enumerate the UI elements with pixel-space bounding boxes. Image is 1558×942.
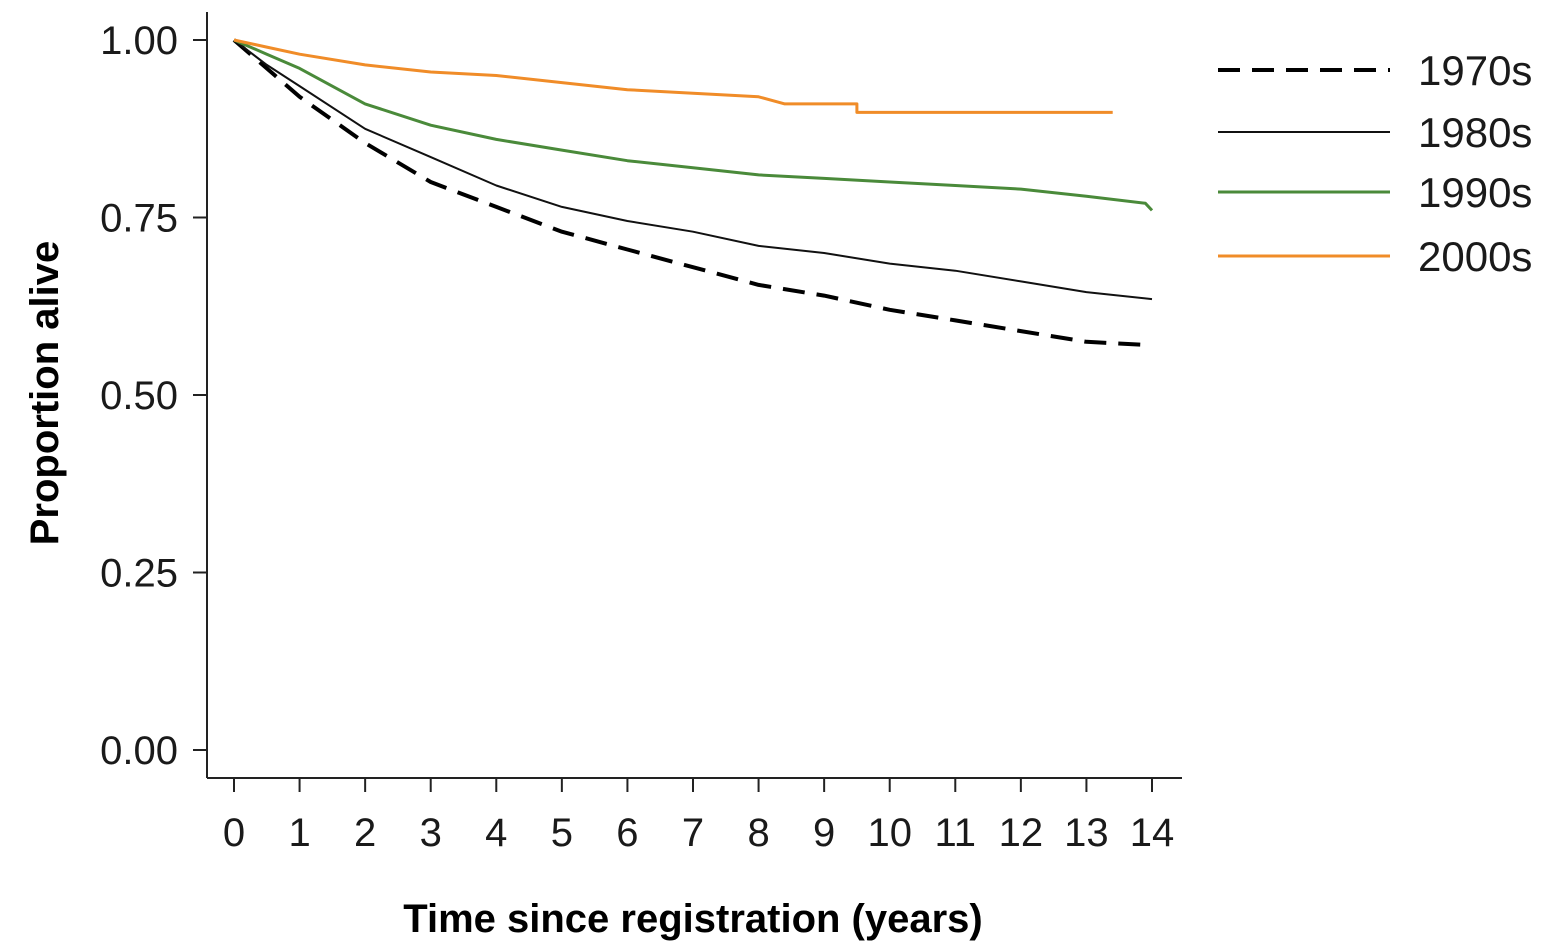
x-tick-label: 14 (1130, 811, 1175, 855)
x-tick-label: 2 (354, 811, 376, 855)
y-tick-label: 0.50 (100, 374, 178, 418)
y-tick-label: 0.25 (100, 552, 178, 596)
legend-label-1990s: 1990s (1418, 169, 1532, 216)
series-line-1970s (232, 38, 1153, 348)
x-tick-label: 1 (288, 811, 310, 855)
legend-label-1980s: 1980s (1418, 109, 1532, 156)
x-tick-label: 7 (682, 811, 704, 855)
y-axis-title: Proportion alive (23, 241, 67, 546)
y-tick-label: 0.75 (100, 197, 178, 241)
series-line-1990s (233, 38, 1154, 212)
y-tick-label: 1.00 (100, 19, 178, 63)
x-axis-title: Time since registration (years) (403, 897, 983, 941)
x-tick-label: 5 (551, 811, 573, 855)
x-tick-label: 11 (935, 811, 977, 855)
x-tick-label: 6 (616, 811, 638, 855)
x-tick-label: 8 (747, 811, 769, 855)
x-tick-label: 3 (420, 811, 442, 855)
legend-label-1970s: 1970s (1418, 47, 1532, 94)
x-tick-label: 4 (485, 811, 507, 855)
x-tick-label: 0 (223, 811, 245, 855)
x-tick-label: 13 (1064, 811, 1109, 855)
legend-label-2000s: 2000s (1418, 233, 1532, 280)
series-line-2000s (233, 38, 1113, 114)
y-tick-label: 0.00 (100, 729, 178, 773)
legend: 1970s 1980s 1990s 2000s (1218, 47, 1532, 280)
x-tick-label: 9 (813, 811, 835, 855)
axes: 0.000.250.500.751.000 1 2 3 4 5 6 7 8 9 10 11 12 13 14 (100, 12, 1182, 855)
series-line-1980s (233, 39, 1153, 301)
x-tick-label: 12 (999, 811, 1044, 855)
x-tick-label: 10 (867, 811, 912, 855)
series-lines (232, 38, 1154, 348)
